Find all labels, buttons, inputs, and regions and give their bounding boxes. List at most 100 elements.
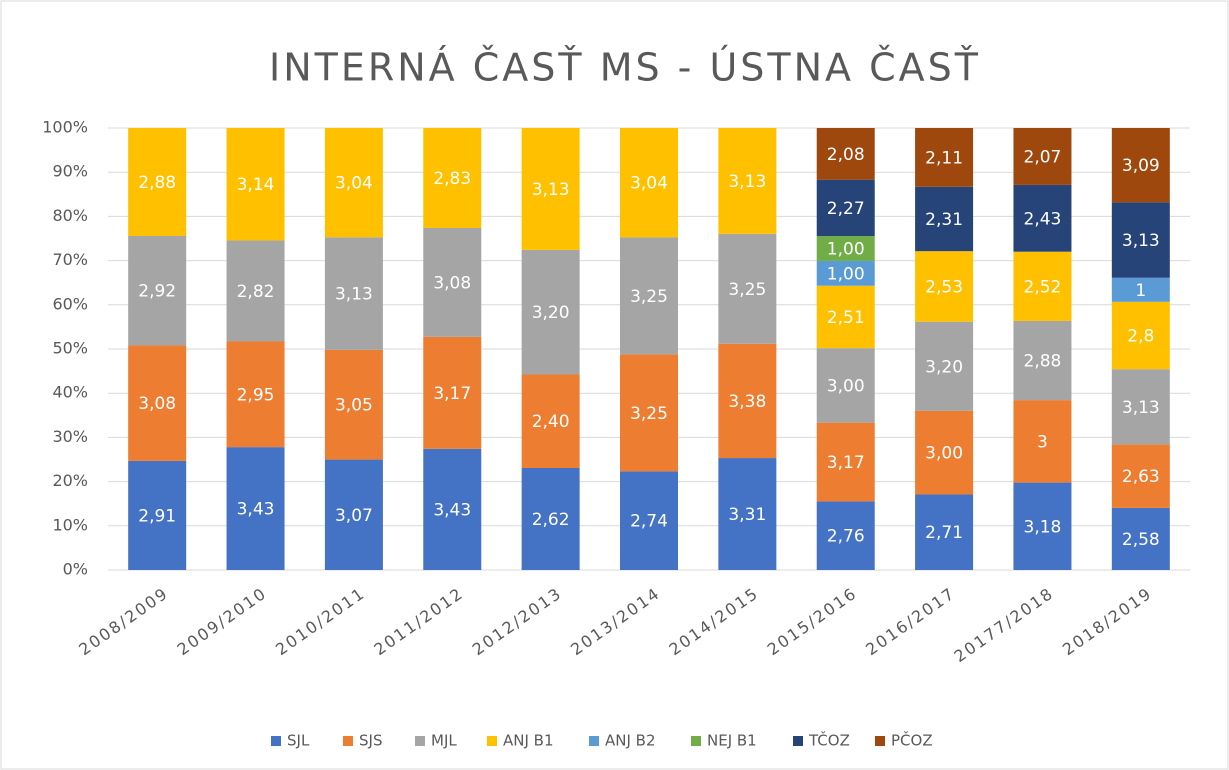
data-label: 1,00 xyxy=(827,264,865,284)
bar-segment xyxy=(915,251,974,322)
bar-segment xyxy=(816,179,875,237)
data-label: 3 xyxy=(1037,432,1048,452)
data-label: 2,63 xyxy=(1122,467,1160,487)
data-label: 2,88 xyxy=(138,173,176,193)
data-label: 3,17 xyxy=(827,453,865,473)
bar-segment xyxy=(1111,202,1170,278)
data-label: 3,25 xyxy=(728,280,766,300)
data-label: 3,43 xyxy=(433,500,471,520)
legend-swatch xyxy=(875,736,885,746)
bar-segment xyxy=(816,236,875,261)
y-tick-label: 50% xyxy=(52,339,88,358)
data-label: 3,18 xyxy=(1024,517,1062,537)
bar-segment xyxy=(915,410,974,495)
bar-segment xyxy=(915,128,974,187)
bar-segment xyxy=(423,128,482,228)
bar-segment xyxy=(1013,251,1072,321)
bar-segment xyxy=(1013,320,1072,401)
bar-segment xyxy=(226,128,285,241)
data-label: 3,43 xyxy=(237,500,275,520)
data-label: 2,76 xyxy=(827,527,865,547)
data-label: 3,13 xyxy=(335,285,373,305)
bar-segment xyxy=(1111,301,1170,370)
legend-swatch xyxy=(415,736,425,746)
data-label: 2,07 xyxy=(1024,147,1062,167)
y-tick-label: 10% xyxy=(52,515,88,534)
data-label: 3,31 xyxy=(728,505,766,525)
data-label: 3,07 xyxy=(335,506,373,526)
bar-segment xyxy=(620,471,678,570)
data-label: 2,62 xyxy=(532,510,570,530)
bar-segment xyxy=(128,128,187,236)
data-label: 2,71 xyxy=(925,523,963,543)
data-label: 2,58 xyxy=(1122,530,1160,550)
data-label: 3,00 xyxy=(925,444,963,464)
y-tick-label: 30% xyxy=(52,427,88,446)
data-label: 3,20 xyxy=(925,357,963,377)
data-label: 2,43 xyxy=(1024,209,1062,229)
bar-segment xyxy=(324,349,383,460)
bar-segment xyxy=(1111,507,1170,570)
bar-segment xyxy=(1013,128,1072,185)
bar-segment xyxy=(620,237,678,355)
data-label: 3,00 xyxy=(827,376,865,396)
data-label: 3,09 xyxy=(1122,156,1160,176)
bar-segment xyxy=(1013,184,1072,252)
data-label: 2,08 xyxy=(827,145,865,165)
data-label: 3,13 xyxy=(1122,398,1160,418)
data-label: 3,13 xyxy=(728,172,766,192)
data-label: 3,20 xyxy=(532,303,570,323)
data-label: 1 xyxy=(1135,281,1146,301)
bar-segment xyxy=(620,128,678,238)
bar-segment xyxy=(324,237,383,350)
legend-swatch xyxy=(589,736,599,746)
data-label: 3,04 xyxy=(630,174,668,194)
data-label: 3,04 xyxy=(335,174,373,194)
data-label: 3,08 xyxy=(433,273,471,293)
bar-segment xyxy=(816,285,875,349)
legend-label: MJL xyxy=(431,732,457,750)
y-tick-label: 100% xyxy=(42,118,88,137)
bar-segment xyxy=(128,235,187,346)
legend-swatch xyxy=(793,736,803,746)
bar-segment xyxy=(816,128,875,180)
bar-segment xyxy=(226,240,285,342)
bar-segment xyxy=(816,348,875,423)
bar-segment xyxy=(718,128,777,234)
bar-segment xyxy=(521,249,580,375)
legend-label: SJL xyxy=(287,732,310,750)
bar-segment xyxy=(1111,128,1170,203)
data-label: 3,08 xyxy=(138,394,176,414)
bar-segment xyxy=(423,448,482,570)
bar-segment xyxy=(226,447,285,570)
bar-segment xyxy=(915,186,974,252)
data-label: 2,8 xyxy=(1127,327,1154,347)
bar-segment xyxy=(1111,444,1170,508)
bar-segment xyxy=(718,458,777,570)
data-label: 2,83 xyxy=(433,169,471,189)
data-label: 2,74 xyxy=(630,512,668,532)
data-label: 1,00 xyxy=(827,240,865,260)
bar-segment xyxy=(521,374,580,468)
bar-segment xyxy=(915,321,974,411)
legend-swatch xyxy=(691,736,701,746)
data-label: 3,14 xyxy=(237,175,275,195)
bar-segment xyxy=(718,343,777,459)
bar-segment xyxy=(1013,400,1072,483)
legend-label: SJS xyxy=(359,732,382,750)
y-tick-label: 80% xyxy=(52,206,88,225)
bar-segment xyxy=(226,341,285,448)
bar-segment xyxy=(521,128,580,250)
data-label: 2,91 xyxy=(138,506,176,526)
legend-label: TČOZ xyxy=(808,731,850,750)
bar-segment xyxy=(324,459,383,570)
bar-segment xyxy=(915,494,974,570)
bar-segment xyxy=(816,422,875,502)
data-label: 2,53 xyxy=(925,277,963,297)
data-label: 3,05 xyxy=(335,396,373,416)
y-tick-label: 70% xyxy=(52,250,88,269)
legend-swatch xyxy=(271,736,281,746)
data-label: 2,82 xyxy=(237,282,275,302)
bar-segment xyxy=(128,345,187,461)
